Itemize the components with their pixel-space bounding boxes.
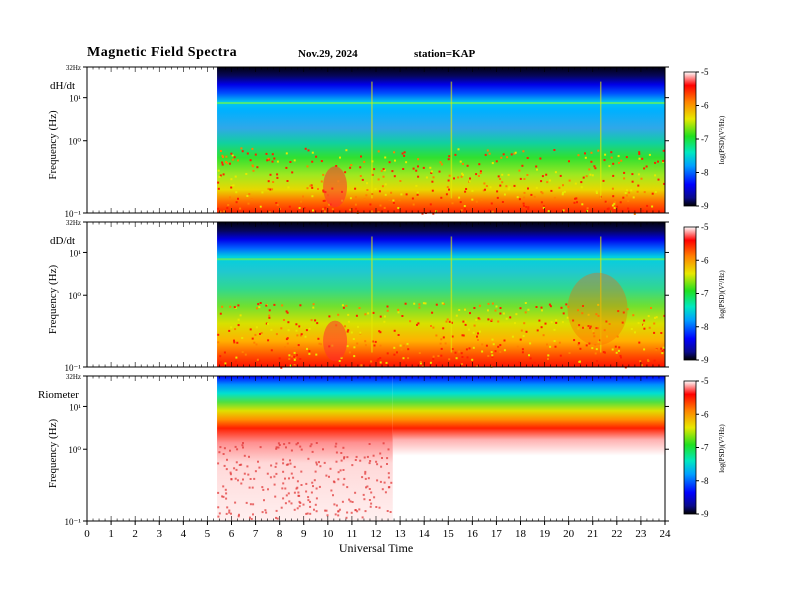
x-tick-label-4: 4 [181, 528, 187, 540]
panel-label-1: dH/dt [50, 80, 75, 92]
y-tick-label-3-0: 10⁻¹ [65, 517, 82, 527]
x-tick-label-17: 17 [491, 528, 503, 540]
x-tick-label-16: 16 [467, 528, 479, 540]
date-label: Nov.29, 2024 [298, 48, 358, 60]
y-axis-label-1: Frequency (Hz) [47, 110, 59, 180]
colorbar-tick-2-1: -6 [701, 255, 709, 265]
x-tick-label-18: 18 [515, 528, 527, 540]
x-tick-label-12: 12 [371, 528, 382, 540]
x-tick-label-22: 22 [611, 528, 622, 540]
x-tick-label-10: 10 [322, 528, 334, 540]
y-tick-label-2-0: 10⁻¹ [65, 363, 82, 373]
x-tick-label-24: 24 [660, 528, 672, 540]
panel-2: 10⁻¹ 10⁰ 10¹ 32Hz dD/dt Frequency (Hz) -5 -6 -7 -… [47, 219, 726, 373]
colorbar-label-1: log(PSD)(V²/Hz) [718, 115, 726, 164]
panel-label-3: Riometer [38, 389, 79, 401]
x-tick-label-11: 11 [347, 528, 358, 540]
panel-3: 10⁻¹ 10⁰ 10¹ 32Hz Riometer Frequency (Hz) -5 -6… [38, 373, 726, 527]
spectrogram-3-early [217, 376, 393, 521]
x-tick-label-23: 23 [635, 528, 647, 540]
station-label: station=KAP [414, 48, 476, 60]
panel-label-2: dD/dt [50, 235, 75, 247]
x-tick-label-13: 13 [395, 528, 407, 540]
y-tick-label-3-3: 32Hz [66, 373, 81, 381]
colorbar-2 [683, 226, 697, 361]
colorbar-tick-3-2: -7 [701, 443, 709, 453]
x-tick-label-9: 9 [301, 528, 307, 540]
colorbar-tick-3-1: -6 [701, 409, 709, 419]
colorbar-1 [683, 71, 697, 207]
y-tick-label-2-2: 10¹ [69, 248, 81, 258]
x-tick-label-7: 7 [253, 528, 259, 540]
x-tick-label-20: 20 [563, 528, 575, 540]
x-tick-label-19: 19 [539, 528, 551, 540]
colorbar-tick-1-4: -9 [701, 201, 709, 211]
colorbar-tick-2-2: -7 [701, 289, 709, 299]
y-tick-label-3-2: 10¹ [69, 402, 81, 412]
colorbar-tick-1-0: -5 [701, 67, 709, 77]
colorbar-tick-2-0: -5 [701, 222, 709, 232]
y-tick-label-1-3: 32Hz [66, 64, 81, 72]
colorbar-tick-3-4: -9 [701, 509, 709, 519]
colorbar-tick-1-3: -8 [701, 168, 709, 178]
colorbar-tick-2-4: -9 [701, 355, 709, 365]
x-tick-label-21: 21 [587, 528, 598, 540]
y-tick-label-2-3: 32Hz [66, 219, 81, 227]
x-tick-label-0: 0 [84, 528, 90, 540]
colorbar-label-2: log(PSD)(V²/Hz) [718, 270, 726, 319]
x-tick-label-8: 8 [277, 528, 283, 540]
colorbar-tick-3-0: -5 [701, 376, 709, 386]
colorbar-tick-2-3: -8 [701, 322, 709, 332]
page-title: Magnetic Field Spectra [87, 45, 238, 60]
colorbar-tick-1-1: -6 [701, 101, 709, 111]
x-tick-label-3: 3 [157, 528, 163, 540]
panel-1: 10⁻¹ 10⁰ 10¹ 32Hz dH/dt Frequency (Hz) -5 -6 -7 -… [47, 64, 726, 219]
y-tick-label-1-1: 10⁰ [68, 137, 81, 147]
colorbar-tick-1-2: -7 [701, 134, 709, 144]
x-tick-label-14: 14 [419, 528, 431, 540]
spectrogram-noise-3 [217, 442, 393, 520]
colorbar-tick-3-3: -8 [701, 476, 709, 486]
spectrogram-noise-1 [217, 147, 666, 215]
x-tick-label-6: 6 [229, 528, 235, 540]
colorbar-label-3: log(PSD)(V²/Hz) [718, 424, 726, 473]
colorbar-3 [683, 380, 697, 515]
y-tick-label-1-2: 10¹ [69, 94, 81, 104]
spectrogram-3-late [392, 376, 665, 521]
x-tick-label-15: 15 [443, 528, 455, 540]
x-axis-label: Universal Time [339, 541, 413, 555]
y-tick-label-3-1: 10⁰ [68, 445, 81, 455]
y-axis-label-3: Frequency (Hz) [47, 419, 59, 489]
x-tick-label-5: 5 [205, 528, 211, 540]
y-tick-label-1-0: 10⁻¹ [65, 209, 82, 219]
x-tick-label-2: 2 [132, 528, 138, 540]
x-tick-label-1: 1 [108, 528, 114, 540]
y-axis-label-2: Frequency (Hz) [47, 265, 59, 335]
spectrogram-1 [217, 67, 666, 213]
y-tick-label-2-1: 10⁰ [68, 291, 81, 301]
